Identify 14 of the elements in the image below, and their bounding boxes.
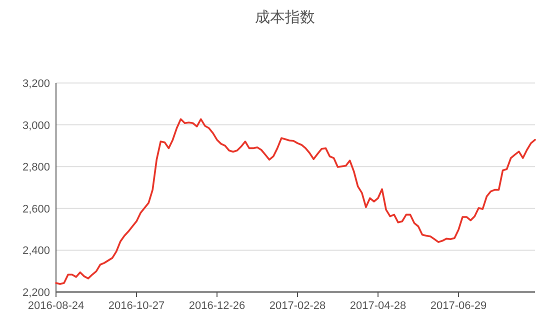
- y-tick-label: 3,200: [22, 78, 50, 90]
- chart-title: 成本指数: [255, 9, 315, 26]
- x-tick-label: 2017-02-28: [269, 300, 326, 312]
- x-tick-label: 2016-12-26: [188, 300, 246, 312]
- y-tick-label: 2,200: [22, 287, 50, 299]
- line-series: [55, 118, 536, 285]
- x-tick-label: 2016-08-24: [28, 300, 84, 312]
- x-tick-label: 2017-04-28: [350, 300, 406, 312]
- x-tick-label: 2016-10-27: [108, 300, 165, 312]
- y-tick-label: 2,400: [22, 245, 50, 258]
- y-tick-label: 2,800: [22, 162, 50, 174]
- y-tick-label: 3,000: [22, 120, 50, 132]
- y-tick-label: 2,600: [22, 203, 50, 216]
- x-tick-label: 2017-06-29: [430, 300, 487, 312]
